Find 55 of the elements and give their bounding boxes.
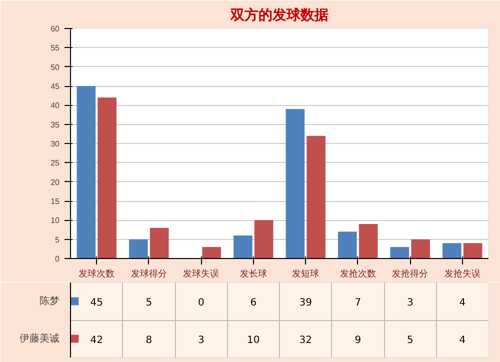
bar xyxy=(202,247,221,258)
y-tick-label: 15 xyxy=(50,197,60,206)
bar xyxy=(150,228,169,258)
data-label: 5 xyxy=(146,297,152,308)
y-tick-label: 45 xyxy=(50,82,60,91)
y-tick-label: 0 xyxy=(55,254,60,264)
data-label: 3 xyxy=(198,334,204,346)
x-tick-label: 发抢次数 xyxy=(340,268,376,280)
data-label: 3 xyxy=(406,297,414,308)
data-label: 5 xyxy=(406,334,414,346)
y-tick-label: 20 xyxy=(50,178,60,187)
bar xyxy=(254,220,274,258)
chart-title: 双方的发球数据 xyxy=(230,6,328,24)
bar xyxy=(442,243,462,258)
y-tick-label: 50 xyxy=(50,62,60,72)
bar xyxy=(411,239,430,258)
x-tick-label: 发长球 xyxy=(240,268,267,280)
x-tick-label: 发球失误 xyxy=(183,268,220,280)
data-label: 42 xyxy=(90,334,103,346)
x-tick-label: 发球次数 xyxy=(78,268,115,280)
data-label: 45 xyxy=(90,297,103,308)
data-label: 8 xyxy=(146,334,152,346)
bar xyxy=(390,247,410,258)
bar xyxy=(306,136,326,258)
legend-label: 伊藤美诚 xyxy=(20,332,60,344)
bar xyxy=(98,98,116,258)
y-tick-label: 5 xyxy=(55,235,60,244)
y-tick-label: 35 xyxy=(50,120,60,130)
data-label: 39 xyxy=(299,297,312,308)
bar xyxy=(234,236,252,258)
bar xyxy=(129,239,148,258)
x-tick-label: 发抢得分 xyxy=(392,268,428,280)
legend-label: 陈梦 xyxy=(40,294,60,307)
data-label: 4 xyxy=(459,334,466,346)
y-tick-label: 10 xyxy=(50,216,60,226)
data-label: 10 xyxy=(247,334,260,346)
bar xyxy=(463,243,482,258)
data-label: 7 xyxy=(354,297,362,308)
data-label: 9 xyxy=(354,334,362,346)
data-label: 32 xyxy=(299,334,312,346)
data-label: 0 xyxy=(198,297,204,308)
data-label: 6 xyxy=(250,297,257,308)
y-tick-label: 25 xyxy=(50,158,60,168)
x-tick-label: 发抢失误 xyxy=(444,268,480,280)
x-tick-label: 发短球 xyxy=(292,268,320,280)
y-tick-label: 40 xyxy=(50,101,60,110)
bar xyxy=(76,86,96,258)
y-tick-label: 55 xyxy=(50,44,60,53)
bar xyxy=(358,224,378,258)
x-tick-label: 发球得分 xyxy=(130,268,167,280)
y-tick-label: 60 xyxy=(50,24,60,34)
bar xyxy=(338,232,357,258)
data-label: 4 xyxy=(459,297,466,308)
y-tick-label: 30 xyxy=(50,140,60,148)
bar xyxy=(286,109,305,258)
